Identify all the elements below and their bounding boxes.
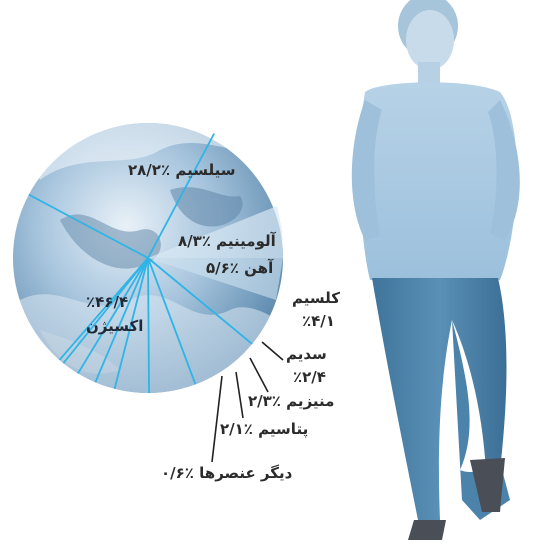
- slice-label-silicon: سیلسیم ٪۲۸/۲: [128, 161, 236, 179]
- pie-divider-line: [113, 257, 149, 390]
- pie-slice-highlights: [148, 206, 283, 300]
- pie-divider-line: [147, 257, 150, 394]
- pie-divider-line: [147, 257, 253, 345]
- slice-label-iron: آهن ٪۵/۶: [206, 259, 274, 277]
- slice-label-other: دیگر عنصرها ٪۰/۶: [161, 464, 293, 482]
- pie-divider-line: [28, 193, 149, 259]
- pie-divider-line: [147, 257, 197, 385]
- pie-divider-line: [58, 257, 149, 361]
- slice-label-sodium-name: سدیم: [286, 345, 327, 363]
- slice-label-calcium-name: کلسیم: [292, 289, 340, 307]
- pie-divider-line: [77, 257, 149, 374]
- pie-divider-line: [147, 133, 215, 259]
- pie-divider-line: [94, 257, 149, 383]
- leader-lines: [211, 341, 284, 463]
- slice-label-calcium-value: ٪۴/۱: [302, 312, 335, 330]
- slice-label-sodium-value: ٪۲/۴: [293, 368, 326, 386]
- man-figure: [351, 0, 520, 540]
- slice-label-oxygen-name: اکسیژن: [86, 317, 144, 335]
- slice-label-potassium: پتاسیم ٪۲/۱: [220, 420, 309, 438]
- slice-label-aluminium: آلومینیم ٪۸/۳: [178, 232, 276, 250]
- slice-label-oxygen-value: ٪۴۶/۴: [86, 293, 129, 311]
- pie-divider-lines: [28, 133, 253, 394]
- slice-label-magnesium: منیزیم ٪۲/۳: [248, 392, 335, 410]
